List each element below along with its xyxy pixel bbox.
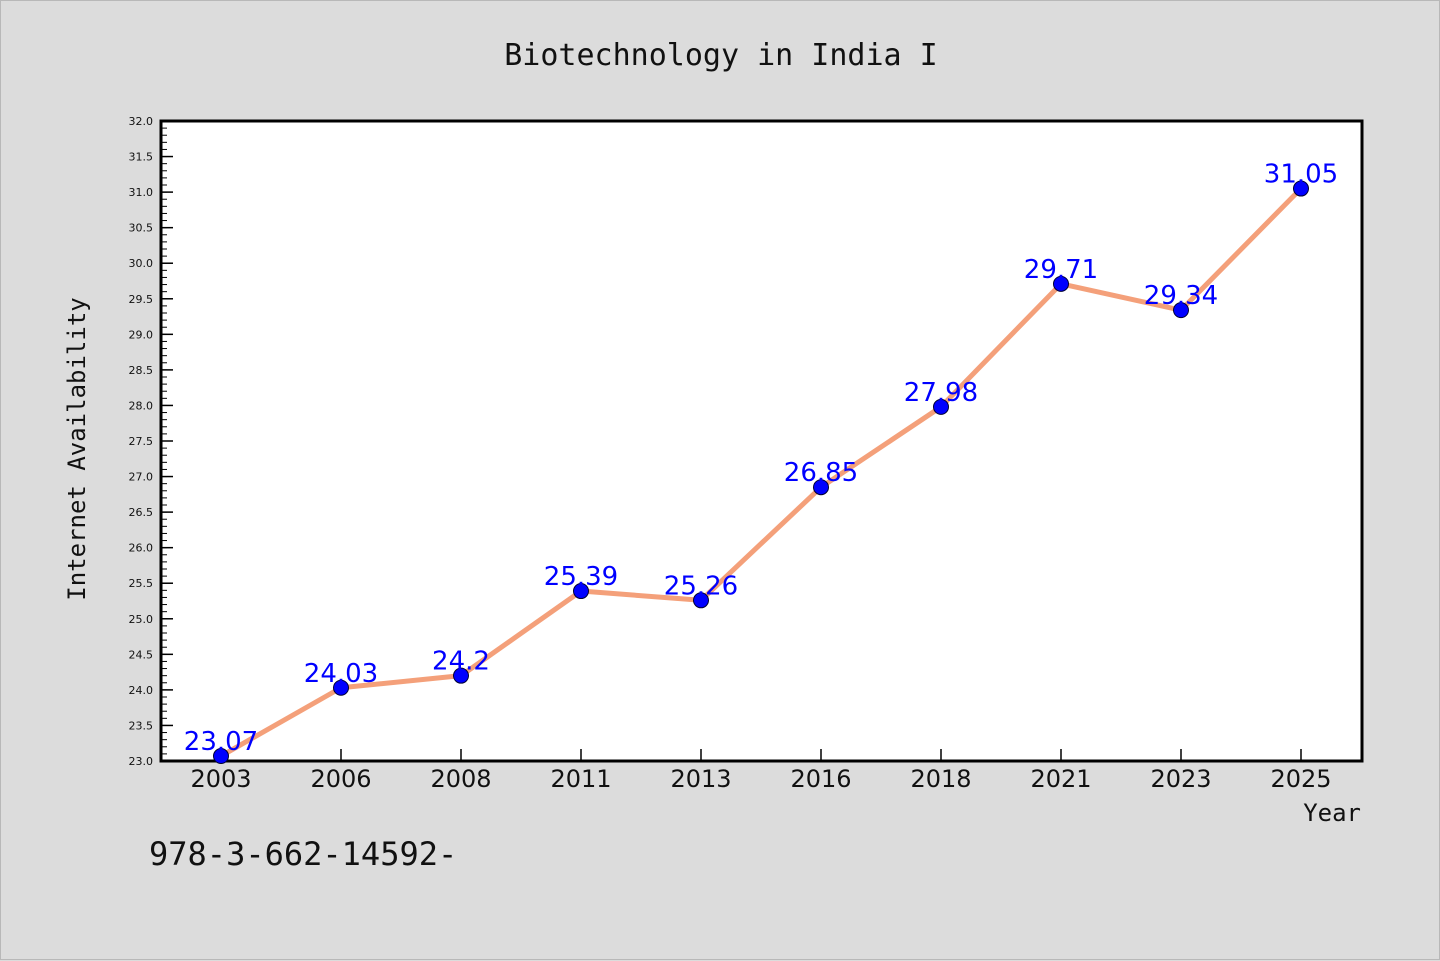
- data-point: [1173, 302, 1189, 319]
- y-axis-ticks: 23.0 23.5 24.0 24.5 25.0 25.5 26.0 26.5 27.0 27.5…: [129, 115, 173, 768]
- x-tick-label: 2016: [790, 765, 851, 793]
- y-tick-label: 30.5: [129, 222, 154, 235]
- y-tick-label: 25.0: [129, 613, 154, 626]
- x-tick-label: 2008: [430, 765, 491, 793]
- data-label: 29.71: [1024, 255, 1098, 285]
- x-tick-label: 2006: [310, 765, 371, 793]
- y-tick-label: 23.0: [129, 755, 154, 768]
- x-tick-label: 2023: [1150, 765, 1211, 793]
- data-label: 27.98: [904, 378, 978, 408]
- y-tick-label: 27.5: [129, 435, 154, 448]
- y-tick-label: 28.0: [129, 399, 154, 412]
- y-tick-label: 26.5: [129, 506, 154, 519]
- data-point: [453, 667, 469, 684]
- y-tick-label: 29.5: [129, 293, 154, 306]
- x-tick-label: 2011: [550, 765, 611, 793]
- data-point: [693, 592, 709, 609]
- y-tick-label: 31.0: [129, 186, 154, 199]
- y-tick-label: 24.5: [129, 648, 154, 661]
- plot-area: [159, 119, 1364, 763]
- y-tick-label: 23.5: [129, 719, 154, 732]
- y-tick-label: 31.5: [129, 151, 154, 164]
- x-tick-label: 2025: [1270, 765, 1331, 793]
- data-label: 24.2: [432, 647, 490, 677]
- series-line: [219, 186, 1303, 759]
- y-tick-label: 25.5: [129, 577, 154, 590]
- data-point: [213, 748, 229, 765]
- x-tick-label: 2021: [1030, 765, 1091, 793]
- y-tick-label: 30.0: [129, 257, 154, 270]
- data-point: [1293, 180, 1309, 197]
- data-point: [933, 398, 949, 415]
- data-markers: [213, 180, 1309, 765]
- y-tick-label: 29.0: [129, 328, 154, 341]
- data-label: 31.05: [1264, 160, 1338, 190]
- data-point: [813, 479, 829, 496]
- y-tick-label: 26.0: [129, 542, 154, 555]
- data-label: 26.85: [784, 458, 858, 488]
- y-tick-label: 24.0: [129, 684, 154, 697]
- data-point: [333, 679, 349, 696]
- y-tick-label: 27.0: [129, 471, 154, 484]
- data-point: [573, 583, 589, 600]
- data-labels: 23.07 24.03 24.2 25.39 25.26 26.85 27.98 29.71 2…: [184, 160, 1338, 757]
- data-label: 23.07: [184, 727, 258, 757]
- data-point: [1053, 275, 1069, 292]
- y-tick-label: 32.0: [129, 115, 154, 128]
- footer-isbn-text: 978-3-662-14592-: [149, 835, 457, 873]
- x-tick-label: 2013: [670, 765, 731, 793]
- x-tick-label: 2018: [910, 765, 971, 793]
- data-label: 29.34: [1144, 281, 1218, 311]
- x-tick-label: 2003: [190, 765, 251, 793]
- x-axis-ticks: 2003 2006 2008 2011 2013 2016 2018 2021 2023 2025: [190, 749, 1332, 793]
- y-axis-label: Internet Availability: [63, 297, 91, 600]
- data-label: 25.26: [664, 571, 738, 601]
- y-tick-label: 28.5: [129, 364, 154, 377]
- data-label: 24.03: [304, 659, 378, 689]
- x-axis-label: Year: [1303, 799, 1361, 827]
- data-label: 25.39: [544, 562, 618, 592]
- chart-title: Biotechnology in India I: [504, 38, 937, 73]
